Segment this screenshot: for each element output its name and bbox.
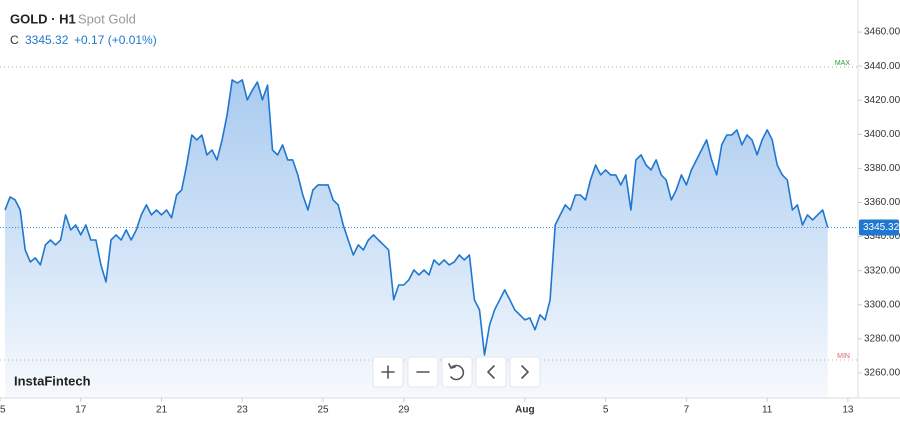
y-tick-label: 3460.00 (864, 27, 900, 38)
symbol: GOLD · H1 (10, 11, 76, 26)
y-tick-label: 3440.00 (864, 61, 900, 72)
y-tick-label: 3300.00 (864, 299, 900, 310)
zoom-out-button[interactable] (407, 356, 439, 388)
min-line-label: MIN (837, 353, 850, 360)
scroll-left-button[interactable] (475, 356, 507, 388)
x-tick-label: 15 (0, 405, 6, 416)
x-tick-label: 13 (842, 405, 854, 416)
x-tick-label: Aug (515, 405, 534, 416)
x-tick-label: 23 (237, 405, 249, 416)
y-tick-label: 3320.00 (864, 265, 900, 276)
instrument: Spot Gold (78, 11, 136, 26)
x-tick-label: 29 (398, 405, 410, 416)
y-tick-label: 3260.00 (864, 368, 900, 379)
x-tick-label: 17 (75, 405, 87, 416)
y-tick-label: 3400.00 (864, 129, 900, 140)
x-tick-label: 21 (156, 405, 168, 416)
max-line-label: MAX (835, 60, 851, 67)
close-label: C (10, 33, 19, 47)
x-tick-label: 7 (684, 405, 690, 416)
reset-button[interactable] (441, 356, 473, 388)
x-tick-label: 11 (762, 405, 773, 416)
watermark: InstaFintech (14, 373, 91, 388)
last-price-label: 3345.32 (863, 222, 900, 233)
area (5, 79, 828, 399)
scroll-right-button[interactable] (509, 356, 541, 388)
y-tick-label: 3340.00 (864, 231, 900, 242)
y-tick-label: 3280.00 (864, 333, 900, 344)
plot: 3260.00 3280.00 3300.00 3320.00 3340.00 3360.… (0, 27, 900, 416)
x-tick-label: 25 (317, 405, 329, 416)
y-tick-label: 3360.00 (864, 197, 900, 208)
change: +0.17 (+0.01%) (74, 33, 157, 47)
close-price: 3345.32 (25, 33, 69, 47)
price-line (4, 79, 829, 356)
zoom-in-button[interactable] (372, 356, 404, 388)
y-tick-label: 3380.00 (864, 163, 900, 174)
x-tick-label: 5 (603, 405, 609, 416)
last-price-box (859, 219, 899, 236)
y-tick-label: 3420.00 (864, 95, 900, 106)
